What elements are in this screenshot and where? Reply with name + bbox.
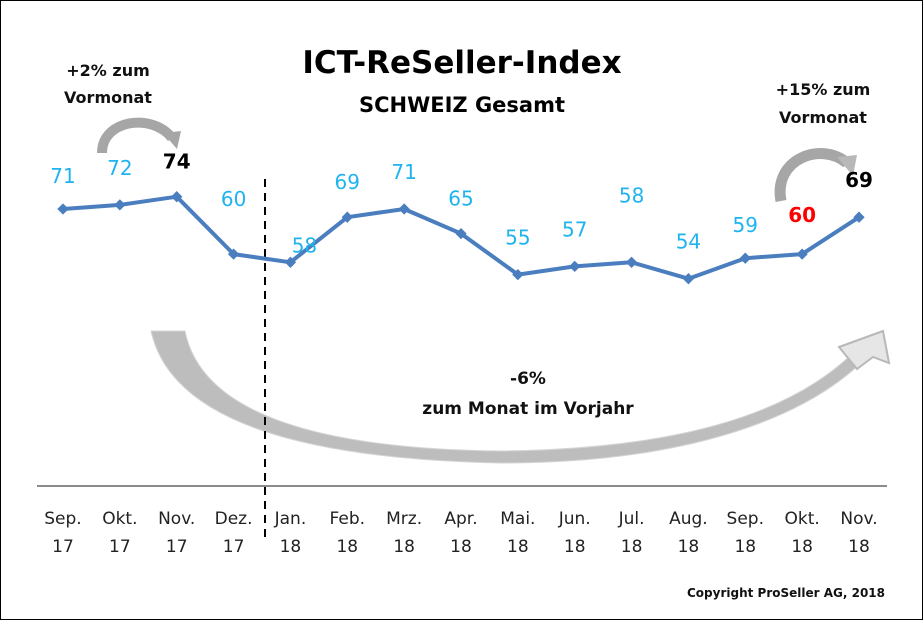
x-tick-month: Mai.: [500, 509, 535, 529]
x-tick-month: Dez.: [215, 509, 253, 529]
x-tick-month: Jun.: [558, 509, 591, 529]
data-label: 58: [619, 183, 644, 207]
curved-arrow-left-icon: [97, 117, 181, 154]
data-point-marker: [171, 191, 183, 203]
data-point-marker: [569, 260, 581, 273]
x-tick-month: Sep.: [44, 509, 81, 529]
x-tick-year: 18: [507, 537, 529, 557]
x-tick-month: Jan.: [274, 509, 307, 529]
data-label: 74: [163, 150, 191, 174]
data-point-marker: [682, 273, 695, 285]
x-tick-year: 18: [734, 537, 756, 557]
x-tick-month: Okt.: [784, 509, 819, 529]
x-tick-year: 18: [848, 537, 870, 557]
x-tick-year: 18: [336, 537, 358, 557]
x-tick-year: 18: [621, 537, 643, 557]
data-label: 72: [107, 156, 132, 180]
x-tick-year: 17: [109, 537, 131, 557]
yoy-swoosh-arrow-icon: [150, 329, 891, 464]
data-label: 71: [50, 164, 75, 188]
chart-subtitle: SCHWEIZ Gesamt: [359, 93, 565, 117]
chart-title: ICT-ReSeller-Index: [302, 45, 621, 81]
data-point-marker: [739, 252, 751, 264]
data-label: 60: [788, 203, 816, 227]
x-tick-year: 18: [393, 537, 415, 557]
data-point-marker: [796, 248, 808, 260]
data-point-marker: [455, 227, 467, 240]
data-point-marker: [114, 199, 126, 211]
yoy-annotation-line1: -6%: [510, 369, 546, 389]
right-annotation-line1: +15% zum: [776, 80, 871, 99]
x-tick-year: 17: [166, 537, 188, 557]
data-label: 69: [335, 170, 360, 194]
data-point-marker: [625, 256, 638, 268]
x-tick-year: 18: [791, 537, 813, 557]
data-label: 69: [845, 168, 873, 192]
data-point-marker: [512, 268, 524, 281]
x-tick-month: Nov.: [158, 509, 195, 529]
left-annotation-line1: +2% zum: [66, 61, 150, 80]
x-tick-month: Aug.: [669, 509, 708, 529]
x-tick-month: Mrz.: [386, 509, 422, 529]
left-annotation-line2: Vormonat: [64, 88, 152, 107]
data-label: 54: [676, 230, 701, 254]
data-point-marker: [341, 211, 353, 223]
data-point-marker: [227, 248, 240, 260]
yoy-annotation-line2: zum Monat im Vorjahr: [422, 399, 634, 419]
x-tick-month: Jul.: [618, 509, 645, 529]
data-label: 60: [221, 187, 246, 211]
x-tick-month: Okt.: [102, 509, 137, 529]
data-point-marker: [57, 203, 69, 215]
data-label: 71: [391, 160, 416, 184]
x-tick-year: 18: [450, 537, 472, 557]
right-annotation-line2: Vormonat: [779, 108, 867, 127]
data-point-marker: [284, 256, 297, 268]
x-tick-year: 18: [678, 537, 700, 557]
x-tick-year: 17: [52, 537, 74, 557]
x-tick-year: 18: [280, 537, 302, 557]
x-tick-year: 18: [564, 537, 586, 557]
data-label: 55: [505, 226, 530, 250]
curved-arrow-right-icon: [774, 148, 857, 203]
data-label: 65: [448, 187, 473, 211]
x-tick-month: Apr.: [444, 509, 477, 529]
x-tick-month: Nov.: [840, 509, 877, 529]
data-label: 58: [292, 233, 317, 257]
x-tick-month: Sep.: [727, 509, 764, 529]
copyright-text: Copyright ProSeller AG, 2018: [687, 586, 885, 600]
x-tick-month: Feb.: [330, 509, 366, 529]
x-tick-year: 17: [223, 537, 245, 557]
data-label: 57: [562, 217, 587, 241]
data-point-marker: [398, 203, 410, 215]
data-point-marker: [853, 211, 865, 223]
data-label: 59: [733, 213, 758, 237]
